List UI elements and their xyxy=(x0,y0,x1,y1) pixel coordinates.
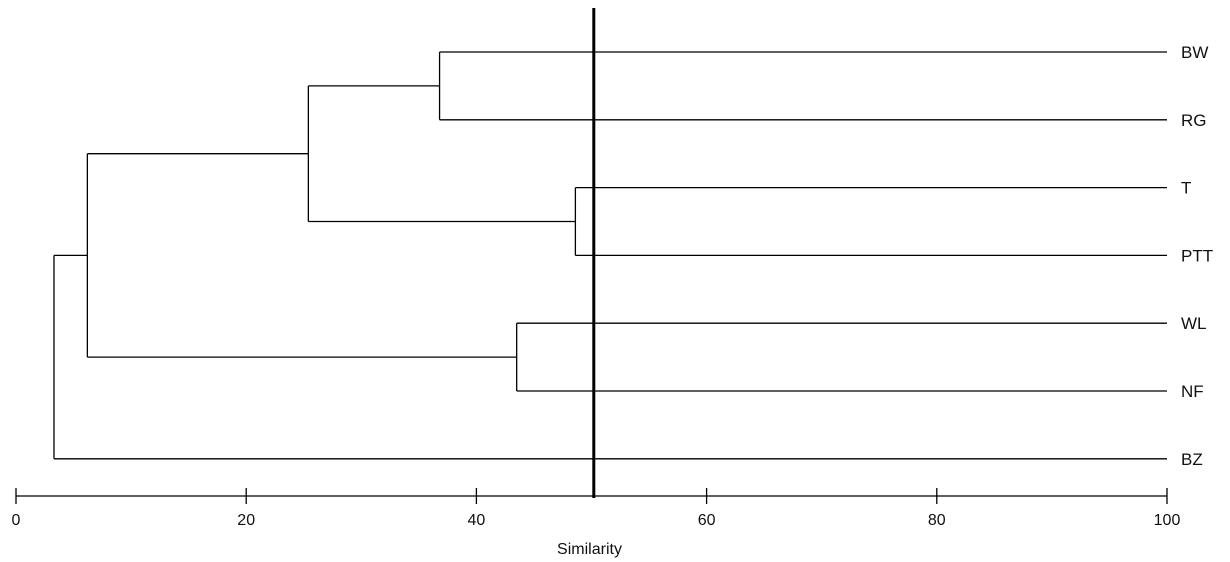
x-tick-label-20: 20 xyxy=(237,512,255,529)
leaf-label-ptt: PTT xyxy=(1181,246,1213,265)
leaf-label-rg: RG xyxy=(1181,111,1207,130)
x-axis: 0 20 40 60 80 100 xyxy=(12,488,1181,529)
leaf-label-bw: BW xyxy=(1181,43,1208,62)
x-tick-label-80: 80 xyxy=(928,512,946,529)
x-tick-label-60: 60 xyxy=(698,512,716,529)
x-tick-label-40: 40 xyxy=(468,512,486,529)
leaf-label-t: T xyxy=(1181,179,1191,198)
dendrogram-links xyxy=(53,51,1167,460)
x-axis-title: Similarity xyxy=(557,541,622,558)
leaf-label-wl: WL xyxy=(1181,314,1207,333)
leaf-label-nf: NF xyxy=(1181,382,1204,401)
x-tick-label-0: 0 xyxy=(12,512,21,529)
leaf-labels: BW RG T PTT WL NF BZ xyxy=(1181,43,1213,469)
x-tick-label-100: 100 xyxy=(1154,512,1181,529)
leaf-label-bz: BZ xyxy=(1181,450,1203,469)
